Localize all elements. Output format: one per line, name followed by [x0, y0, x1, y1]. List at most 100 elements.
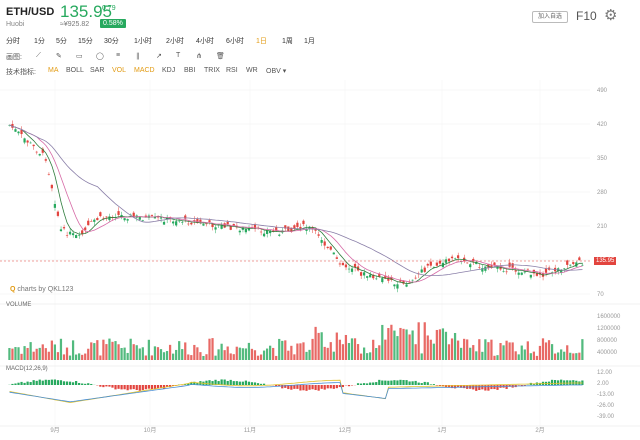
volume-bar [32, 351, 35, 360]
y-tick-label: 490 [597, 88, 608, 94]
macd-bar [359, 383, 363, 385]
candle [187, 223, 190, 225]
indicator-item[interactable]: VOL [112, 67, 127, 74]
macd-bar [338, 385, 341, 388]
candle [20, 130, 23, 135]
volume-bar [141, 347, 144, 360]
candle [469, 264, 472, 268]
candle [369, 274, 372, 278]
candle [108, 216, 111, 221]
text-tool-icon[interactable]: T [176, 52, 181, 59]
volume-bar [111, 341, 114, 360]
period-tab[interactable]: 6小时 [226, 38, 244, 45]
period-tab[interactable]: 15分 [78, 38, 93, 45]
line-tool-icon[interactable]: ⟋ [36, 52, 41, 59]
x-tick-label: 9月 [50, 427, 59, 434]
macd-bar [32, 380, 35, 385]
indicator-item[interactable]: OBV ▾ [266, 68, 287, 75]
macd-bar [262, 383, 266, 385]
candle [17, 131, 20, 134]
period-tab[interactable]: 1周 [282, 38, 293, 45]
indicator-item[interactable]: WR [246, 67, 258, 74]
volume-bar [411, 330, 414, 360]
y-tick-label: 350 [597, 156, 608, 162]
macd-bar [23, 382, 26, 385]
volume-bar [65, 347, 69, 360]
candle [396, 284, 399, 289]
macd-bar [138, 385, 141, 391]
indicator-item[interactable]: RSI [226, 67, 238, 74]
indicator-item[interactable]: KDJ [162, 67, 176, 74]
period-tab[interactable]: 1小时 [134, 38, 152, 45]
f10-button[interactable]: F10 [576, 9, 597, 23]
rect-tool-icon[interactable]: ▭ [76, 53, 83, 60]
volume-bar [384, 339, 387, 360]
period-tab[interactable]: 1日 [256, 38, 267, 45]
macd-bar [172, 385, 175, 386]
volume-bar [372, 339, 375, 360]
indicator-item[interactable]: SAR [90, 67, 105, 74]
candle [238, 230, 241, 233]
macd-bar [205, 380, 208, 385]
gear-icon[interactable]: ⚙ [604, 7, 618, 24]
ray-tool-icon[interactable]: ↗ [156, 53, 162, 60]
indicator-item[interactable]: MA [48, 67, 59, 74]
candle [144, 215, 147, 217]
period-tab[interactable]: 2小时 [166, 38, 184, 45]
volume-bar [535, 355, 539, 360]
candle [102, 217, 105, 219]
add-favorite-button[interactable]: 加入自选 [532, 11, 568, 23]
period-tab[interactable]: 4小时 [196, 38, 214, 45]
macd-bar [50, 379, 53, 385]
indicator-item[interactable]: BOLL [66, 67, 84, 74]
volume-bar [26, 347, 29, 360]
candle [578, 257, 581, 261]
volume-bar [235, 346, 238, 360]
volume-bar [523, 349, 526, 360]
chart-canvas[interactable]: 4904203502802101407016000001200000800000… [0, 80, 640, 440]
volume-bar [144, 355, 147, 360]
candle [150, 215, 154, 217]
volume-bar [214, 355, 217, 360]
candle [526, 268, 529, 270]
ellipse-tool-icon[interactable]: ◯ [96, 53, 104, 60]
volume-bar [62, 354, 66, 360]
macd-bar [290, 385, 293, 390]
candle [375, 278, 378, 280]
parallel-tool-icon[interactable]: ∥ [136, 53, 140, 60]
volume-bar [526, 341, 529, 360]
volume-bar [390, 324, 393, 360]
macd-bar [332, 385, 335, 389]
candle [381, 278, 384, 283]
macd-bar [453, 385, 457, 389]
indicator-item[interactable]: MACD [134, 67, 155, 74]
candle [450, 256, 454, 259]
volume-bar [247, 342, 251, 360]
fork-tool-icon[interactable]: ⋔ [196, 53, 202, 60]
period-tab[interactable]: 1分 [34, 38, 45, 45]
volume-bar [296, 343, 299, 360]
period-tab[interactable]: 5分 [56, 38, 67, 45]
macd-bar [417, 382, 420, 385]
candle [262, 233, 266, 237]
volume-bar [17, 347, 20, 360]
period-tab[interactable]: 分时 [6, 38, 20, 45]
macd-bar [284, 385, 287, 388]
fib-tool-icon[interactable]: ≡ [116, 52, 121, 59]
trash-icon[interactable]: 🗑 [216, 53, 225, 60]
period-tab[interactable]: 30分 [104, 38, 119, 45]
price-chart[interactable]: 4904203502802101407016000001200000800000… [0, 80, 640, 440]
candle [214, 227, 217, 230]
pencil-icon[interactable]: ✎ [56, 53, 62, 60]
volume-bar [323, 346, 326, 360]
volume-bar [553, 353, 557, 360]
period-tab[interactable]: 1月 [304, 38, 315, 45]
volume-bar [490, 339, 493, 360]
macd-bar [196, 382, 199, 385]
candle [344, 264, 348, 268]
macd-label: MACD(12,26,9) [6, 366, 48, 372]
indicator-item[interactable]: BBI [184, 67, 196, 74]
candle [181, 222, 184, 223]
candle [569, 264, 572, 266]
indicator-item[interactable]: TRIX [204, 67, 220, 74]
